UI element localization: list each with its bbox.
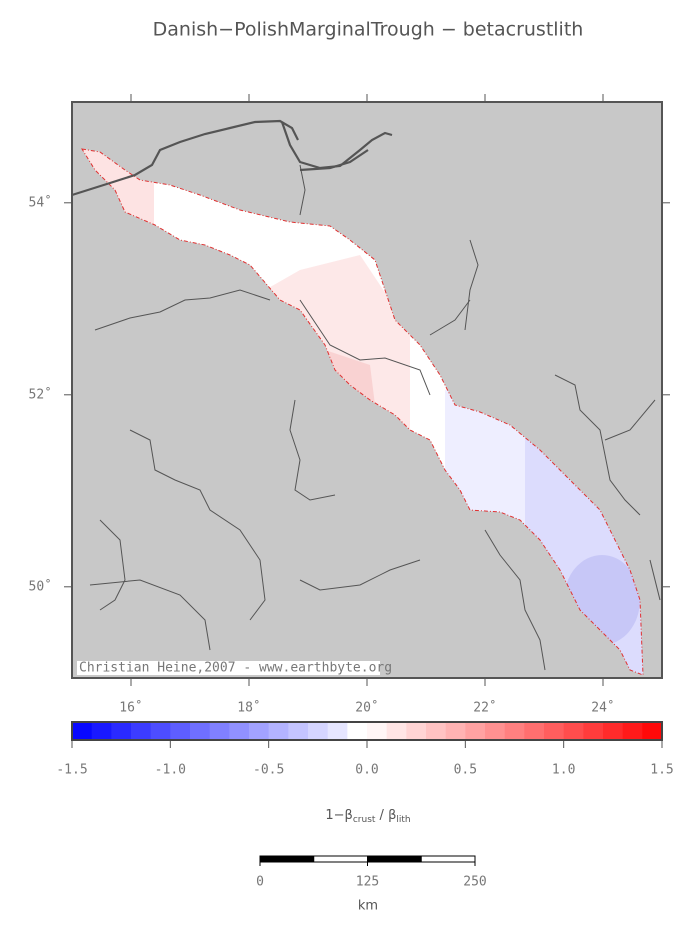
- colorbar-cell: [642, 722, 663, 740]
- colorbar-cell: [622, 722, 643, 740]
- scale-segment: [367, 855, 422, 863]
- lat-tick-label: 54˚: [29, 194, 52, 210]
- colorbar-cell: [288, 722, 309, 740]
- colorbar-cell: [150, 722, 171, 740]
- lon-tick-label: 22˚: [473, 700, 496, 716]
- lon-tick-label: 20˚: [355, 700, 378, 716]
- colorbar-cell: [504, 722, 525, 740]
- colorbar-tick-label: -0.5: [253, 763, 284, 778]
- scale-tick-label: 250: [463, 875, 486, 890]
- colorbar-cell: [426, 722, 447, 740]
- label-part: lith: [396, 815, 410, 825]
- colorbar-cell: [170, 722, 191, 740]
- colorbar-tick-label: 1.5: [650, 763, 673, 778]
- lon-tick-label: 16˚: [119, 700, 142, 716]
- colorbar-cell: [91, 722, 112, 740]
- colorbar-cell: [131, 722, 152, 740]
- lat-tick-label: 50˚: [29, 578, 52, 594]
- colorbar-cell: [249, 722, 270, 740]
- colorbar-cell: [72, 722, 93, 740]
- colorbar-cell: [347, 722, 368, 740]
- scale-segment: [313, 855, 368, 863]
- colorbar-tick-label: -1.0: [155, 763, 186, 778]
- lon-tick-label: 24˚: [591, 700, 614, 716]
- colorbar-cell: [603, 722, 624, 740]
- colorbar-cell: [544, 722, 565, 740]
- colorbar-cell: [327, 722, 348, 740]
- colorbar-tick-label: 0.0: [355, 763, 378, 778]
- credit: Christian Heine,2007 - www.earthbyte.org: [79, 661, 392, 676]
- scale-tick-label: 125: [356, 875, 379, 890]
- colorbar-frame: [71, 721, 663, 741]
- credit-box: [77, 661, 380, 675]
- colorbar-tick-label: -1.5: [56, 763, 87, 778]
- scale-segment: [259, 855, 315, 863]
- colorbar-cell: [308, 722, 329, 740]
- scale-unit: km: [358, 899, 378, 914]
- scale-tick-label: 0: [256, 875, 264, 890]
- colorbar-label: 1−βcrust / βlith: [325, 808, 410, 825]
- label-part: crust: [353, 815, 376, 825]
- lat-tick-label: 52˚: [29, 386, 52, 402]
- colorbar-cell: [445, 722, 466, 740]
- colorbar-cell: [268, 722, 289, 740]
- colorbar-cell: [485, 722, 506, 740]
- colorbar-cell: [465, 722, 486, 740]
- colorbar-cell: [563, 722, 584, 740]
- scale-segment: [420, 855, 476, 863]
- lon-tick-label: 18˚: [237, 700, 260, 716]
- colorbar-cell: [111, 722, 132, 740]
- colorbar-cell: [406, 722, 427, 740]
- colorbar-cell: [386, 722, 407, 740]
- colorbar-cell: [209, 722, 230, 740]
- label-part: 1−β: [325, 808, 352, 823]
- colorbar-tick-label: 1.0: [552, 763, 575, 778]
- colorbar-cell: [583, 722, 604, 740]
- colorbar-tick-label: 0.5: [454, 763, 477, 778]
- colorbar-cell: [367, 722, 388, 740]
- coastline: [71, 119, 393, 197]
- colorbar-cell: [229, 722, 250, 740]
- rivers: [89, 164, 661, 671]
- colorbar-cell: [190, 722, 211, 740]
- label-part: / β: [375, 808, 396, 823]
- map-title: Danish−PolishMarginalTrough − betacrustl…: [153, 19, 584, 41]
- colorbar-cell: [524, 722, 545, 740]
